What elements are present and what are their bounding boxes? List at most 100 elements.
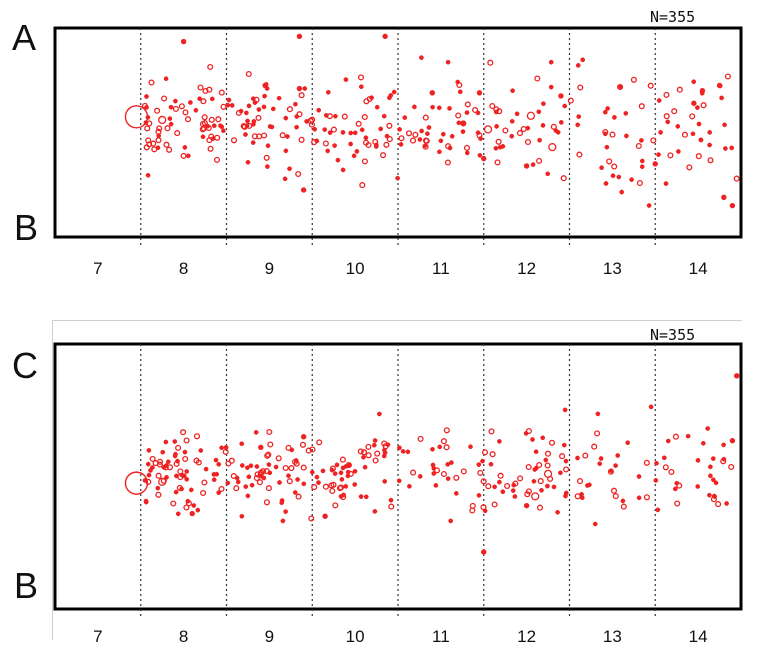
scatter-point: [365, 443, 372, 450]
scatter-point: [291, 458, 299, 465]
scatter-point: [494, 124, 499, 129]
scatter-point: [309, 469, 315, 475]
scatter-point: [497, 472, 504, 479]
scatter-point: [355, 120, 362, 127]
scatter-point: [510, 488, 516, 493]
scatter-point: [500, 144, 506, 149]
scatter-point: [676, 149, 681, 154]
scatter-point: [430, 104, 435, 110]
x-tick-label: 12: [517, 259, 536, 278]
scatter-point: [244, 110, 249, 116]
scatter-point: [422, 114, 429, 121]
scatter-point: [292, 490, 298, 495]
scatter-point: [665, 438, 671, 444]
scatter-point: [184, 469, 190, 474]
scatter-point: [180, 38, 187, 45]
scatter-point: [698, 137, 704, 143]
scatter-point: [689, 113, 696, 120]
scatter-point: [460, 129, 466, 134]
scatter-point: [537, 137, 542, 143]
scatter-point: [357, 74, 365, 81]
scatter-point: [295, 477, 300, 482]
scatter-point: [191, 503, 197, 508]
scatter-point: [253, 430, 259, 435]
scatter-point: [300, 464, 307, 471]
scatter-point: [516, 130, 524, 137]
scatter-point: [646, 203, 652, 208]
scatter-point: [575, 63, 581, 68]
scatter-point: [555, 129, 561, 135]
scatter-point: [417, 435, 424, 442]
scatter-point: [266, 428, 273, 436]
x-tick-label: 13: [603, 259, 622, 278]
scatter-point: [729, 202, 736, 209]
scatter-point: [359, 127, 365, 133]
scatter-point: [263, 468, 270, 475]
scatter-point: [397, 445, 402, 451]
scatter-point: [437, 444, 443, 450]
scatter-point: [574, 493, 581, 500]
scatter-point: [425, 131, 430, 137]
scatter-point: [245, 465, 250, 471]
scatter-point: [263, 499, 270, 506]
scatter-point: [182, 455, 189, 463]
scatter-point: [504, 482, 511, 490]
scatter-point: [339, 456, 346, 463]
x-tick-label: 7: [93, 259, 102, 278]
scatter-point: [456, 81, 463, 89]
x-tick-label: 8: [179, 627, 188, 646]
scatter-point: [610, 487, 618, 494]
scatter-point: [363, 135, 369, 141]
scatter-point: [263, 154, 270, 161]
scatter-point: [707, 492, 712, 498]
scatter-point: [647, 82, 654, 89]
scatter-point: [176, 484, 183, 491]
x-tick-label: 13: [603, 627, 622, 646]
scatter-point: [382, 447, 387, 453]
scatter-point: [502, 127, 509, 134]
scatter-point: [230, 137, 238, 144]
scatter-point: [253, 96, 260, 103]
scatter-point: [476, 132, 483, 139]
scatter-point: [170, 500, 177, 507]
scatter-point: [381, 440, 388, 447]
scatter-point: [261, 104, 267, 110]
scatter-point: [285, 134, 290, 139]
scatter-point: [145, 461, 151, 467]
scatter-point: [168, 121, 174, 127]
scatter-point: [322, 140, 329, 147]
scatter-point: [492, 484, 497, 490]
scatter-point: [464, 150, 470, 156]
scatter-point: [213, 457, 219, 463]
scatter-point: [464, 110, 470, 115]
scatter-point: [597, 461, 603, 467]
scatter-point: [330, 481, 337, 488]
x-tick-label: 10: [346, 627, 365, 646]
scatter-point: [283, 148, 289, 154]
scatter-point: [320, 468, 326, 474]
scatter-point: [636, 495, 642, 501]
scatter-point: [327, 130, 333, 135]
scatter-point: [723, 146, 728, 151]
scatter-point: [545, 483, 550, 489]
scatter-point: [410, 469, 417, 476]
scatter-point: [463, 144, 471, 151]
scatter-point: [146, 472, 152, 478]
scatter-point: [276, 95, 282, 101]
scatter-point: [311, 484, 318, 491]
scatter-point: [648, 404, 654, 410]
scatter-point: [460, 468, 467, 475]
scatter-point: [155, 472, 162, 479]
scatter-point: [173, 489, 179, 495]
scatter-point: [255, 114, 262, 121]
scatter-point: [283, 509, 288, 514]
scatter-point: [544, 450, 552, 457]
scatter-point: [495, 138, 502, 145]
scatter-point: [608, 468, 614, 474]
scatter-point: [338, 470, 344, 476]
scatter-point: [643, 494, 650, 501]
scatter-point: [188, 487, 194, 493]
scatter-point: [332, 502, 339, 509]
scatter-point: [691, 100, 697, 106]
scatter-point: [193, 107, 199, 113]
